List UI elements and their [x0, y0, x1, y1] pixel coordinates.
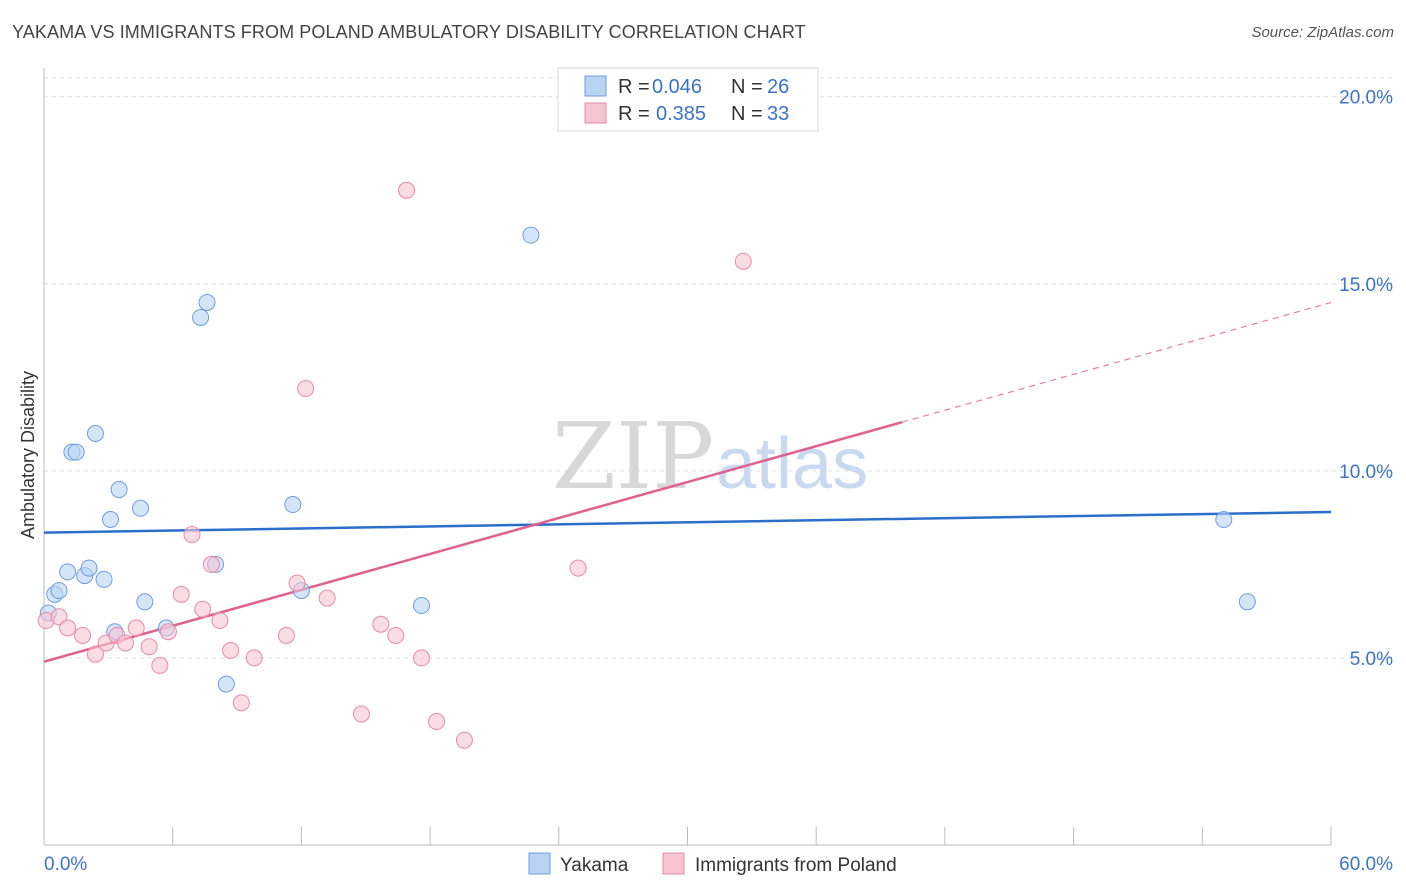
- point-poland: [172, 585, 190, 603]
- legend-r-label-2: R =: [618, 103, 650, 125]
- point-poland: [86, 645, 104, 663]
- point-yakama: [80, 559, 98, 577]
- point-yakama: [95, 570, 113, 588]
- point-yakama: [86, 424, 104, 442]
- point-yakama: [59, 563, 77, 581]
- point-yakama: [101, 510, 119, 528]
- point-poland: [159, 623, 177, 641]
- legend-n-value-1: 26: [767, 76, 789, 98]
- trend-lines: [43, 301, 1332, 663]
- y-tick-label: 15.0%: [1339, 275, 1393, 296]
- point-poland: [222, 641, 240, 659]
- point-yakama: [50, 582, 68, 600]
- point-poland: [387, 626, 405, 644]
- legend-r-label-1: R =: [618, 76, 650, 98]
- point-yakama: [522, 226, 540, 244]
- point-poland: [569, 559, 587, 577]
- legend-r-value-2: 0.385: [656, 103, 706, 125]
- point-poland: [140, 638, 158, 656]
- point-yakama: [110, 481, 128, 499]
- point-poland: [297, 380, 315, 398]
- watermark: ZIP atlas: [552, 403, 868, 510]
- point-yakama: [198, 293, 216, 311]
- bottom-legend-swatch-poland: [662, 852, 685, 875]
- legend-n-value-2: 33: [767, 103, 789, 125]
- point-poland: [59, 619, 77, 637]
- point-poland: [352, 705, 370, 723]
- bottom-legend-yakama: Yakama: [560, 855, 629, 876]
- y-tick-label: 20.0%: [1339, 88, 1393, 109]
- point-poland: [372, 615, 390, 633]
- x-tick-label: 0.0%: [44, 854, 87, 875]
- point-poland: [277, 626, 295, 644]
- point-yakama: [67, 443, 85, 461]
- y-tick-label: 10.0%: [1339, 462, 1393, 483]
- legend: R = 0.046 N = 26 R = 0.385 N = 33: [557, 67, 819, 132]
- chart-title: YAKAMA VS IMMIGRANTS FROM POLAND AMBULAT…: [12, 22, 806, 42]
- legend-n-label-2: N =: [731, 103, 763, 125]
- legend-n-label-1: N =: [731, 76, 763, 98]
- y-tick-label: 5.0%: [1350, 649, 1393, 670]
- point-poland: [318, 589, 336, 607]
- gridlines: [44, 77, 1392, 659]
- point-poland: [194, 600, 212, 618]
- point-poland: [211, 612, 229, 630]
- point-poland: [151, 656, 169, 674]
- point-poland: [413, 649, 431, 667]
- point-poland: [127, 619, 145, 637]
- y-axis-label: Ambulatory Disability: [18, 371, 38, 539]
- point-yakama: [284, 496, 302, 514]
- point-poland: [74, 626, 92, 644]
- watermark-atlas: atlas: [716, 424, 868, 504]
- bottom-legend: Yakama Immigrants from Poland: [528, 852, 897, 876]
- point-yakama: [132, 499, 150, 517]
- point-poland: [455, 731, 473, 749]
- trend-line-yakama: [43, 510, 1332, 534]
- watermark-zip: ZIP: [552, 403, 714, 510]
- legend-r-value-1: 0.046: [652, 76, 702, 98]
- data-points: [37, 181, 1256, 749]
- point-poland: [183, 525, 201, 543]
- bottom-legend-poland: Immigrants from Poland: [695, 855, 897, 876]
- axes: [43, 68, 1332, 846]
- point-yakama: [413, 597, 431, 615]
- point-poland: [428, 713, 446, 731]
- point-poland: [117, 634, 135, 652]
- point-poland: [398, 181, 416, 199]
- source-label: Source: ZipAtlas.com: [1251, 24, 1394, 41]
- point-poland: [50, 608, 68, 626]
- point-yakama: [1215, 510, 1233, 528]
- bottom-legend-swatch-yakama: [528, 852, 551, 875]
- tick-labels: 5.0% 10.0% 15.0% 20.0% 0.0% 60.0%: [44, 88, 1393, 875]
- x-tick-label: 60.0%: [1339, 854, 1393, 875]
- point-poland: [245, 649, 263, 667]
- point-yakama: [1238, 593, 1256, 611]
- point-poland: [202, 555, 220, 573]
- legend-swatch-poland: [584, 102, 607, 124]
- point-poland: [734, 252, 752, 270]
- point-yakama: [136, 593, 154, 611]
- legend-swatch-yakama: [584, 75, 607, 97]
- trend-line-poland: [43, 421, 903, 663]
- point-poland: [232, 694, 250, 712]
- point-yakama: [192, 308, 210, 326]
- point-poland: [288, 574, 306, 592]
- point-yakama: [217, 675, 235, 693]
- trend-line-extension-poland: [901, 301, 1332, 423]
